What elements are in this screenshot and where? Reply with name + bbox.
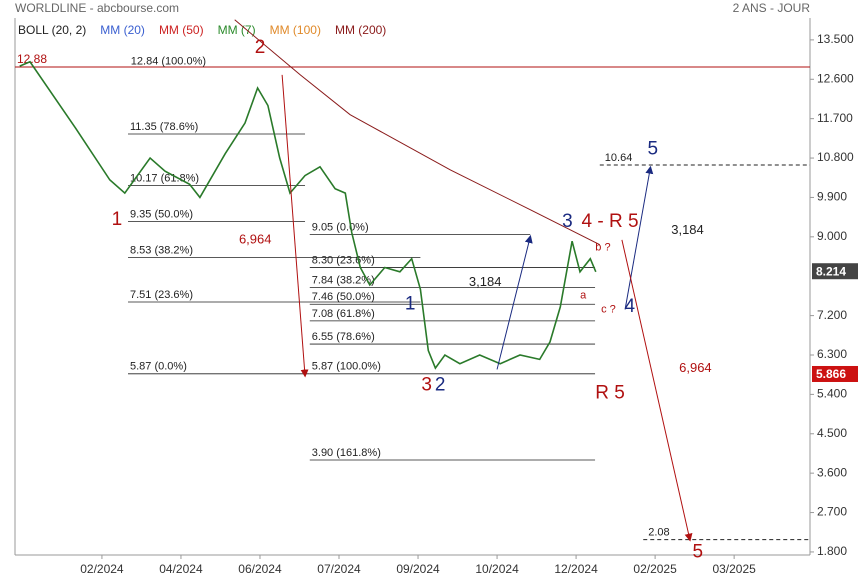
fib-label: 5.87 (0.0%) xyxy=(130,361,187,373)
wave-label: 1 xyxy=(112,209,123,230)
x-tick-label: 12/2024 xyxy=(554,562,598,576)
x-tick-label: 02/2024 xyxy=(80,562,124,576)
wave-label: 4 xyxy=(625,296,636,317)
y-tick-label: 5.400 xyxy=(817,387,847,401)
wave-label: 2 xyxy=(435,375,446,396)
fib-label: 3.90 (161.8%) xyxy=(312,447,381,459)
y-tick-label: 1.800 xyxy=(817,544,847,558)
price-line xyxy=(234,19,601,246)
price-tag-label: 5.866 xyxy=(816,367,846,381)
y-tick-label: 2.700 xyxy=(817,505,847,519)
target-label: 10.64 xyxy=(605,152,633,164)
y-tick-label: 6.300 xyxy=(817,347,847,361)
y-tick-label: 10.800 xyxy=(817,150,854,164)
fib-label: 7.46 (50.0%) xyxy=(312,291,375,303)
wave-label: 6,964 xyxy=(679,360,712,375)
fib-label: 5.87 (100.0%) xyxy=(312,361,381,373)
arrow xyxy=(281,74,309,378)
wave-label: c ? xyxy=(601,303,616,315)
fib-label: 8.53 (38.2%) xyxy=(130,244,193,256)
x-tick-label: 07/2024 xyxy=(317,562,361,576)
fib-label: 11.35 (78.6%) xyxy=(130,121,198,133)
y-tick-label: 7.200 xyxy=(817,308,847,322)
price-line xyxy=(19,60,597,370)
y-tick-label: 9.000 xyxy=(817,229,847,243)
legend-item: MM (100) xyxy=(270,23,321,37)
y-tick-label: 12.600 xyxy=(817,71,854,85)
chart-subtitle: 2 ANS - JOUR xyxy=(733,1,811,15)
wave-label: 3 xyxy=(421,375,432,396)
fib-label: 8.30 (23.6%) xyxy=(312,254,375,266)
legend-item: MM (50) xyxy=(159,23,204,37)
arrow xyxy=(496,234,533,370)
wave-label: R 5 xyxy=(595,383,625,404)
fib-label: 7.08 (61.8%) xyxy=(312,308,375,320)
fib-label: 10.17 (61.8%) xyxy=(130,173,199,185)
chart-title: WORLDLINE - abcbourse.com xyxy=(15,1,179,15)
y-tick-label: 13.500 xyxy=(817,32,854,46)
y-tick-label: 4.500 xyxy=(817,426,847,440)
wave-label: 4 - R 5 xyxy=(582,211,639,232)
x-tick-label: 06/2024 xyxy=(238,562,282,576)
y-tick-label: 9.900 xyxy=(817,190,847,204)
resistance-label: 12.88 xyxy=(17,52,47,66)
price-tag-label: 8.214 xyxy=(816,264,846,278)
y-tick-label: 11.700 xyxy=(817,111,853,125)
wave-label: 3,184 xyxy=(469,274,502,289)
y-tick-label: 3.600 xyxy=(817,465,847,479)
wave-label: b ? xyxy=(595,242,610,254)
x-tick-label: 03/2025 xyxy=(712,562,756,576)
price-tag xyxy=(812,365,858,382)
legend-item: MM (20) xyxy=(100,23,145,37)
fib-label: 12.84 (100.0%) xyxy=(131,56,206,68)
fib-label: 9.05 (0.0%) xyxy=(312,222,369,234)
wave-label: 1 xyxy=(405,294,416,315)
wave-label: 3,184 xyxy=(671,222,704,237)
x-tick-label: 02/2025 xyxy=(633,562,677,576)
legend-item: MM (7) xyxy=(218,23,256,37)
fib-label: 9.35 (50.0%) xyxy=(130,208,193,220)
wave-label: 6,964 xyxy=(239,231,272,246)
x-tick-label: 10/2024 xyxy=(475,562,519,576)
arrow xyxy=(621,239,693,542)
wave-label: 5 xyxy=(647,139,658,160)
fib-label: 7.84 (38.2%) xyxy=(312,275,375,287)
legend-item: MM (200) xyxy=(335,23,386,37)
price-tag xyxy=(812,263,858,280)
target-label: 2.08 xyxy=(648,527,669,539)
x-tick-label: 09/2024 xyxy=(396,562,440,576)
wave-label: 2 xyxy=(255,37,266,58)
wave-label: a xyxy=(580,289,587,301)
fib-label: 7.51 (23.6%) xyxy=(130,289,193,301)
wave-label: 5 xyxy=(692,541,703,562)
fib-label: 6.55 (78.6%) xyxy=(312,331,375,343)
arrow xyxy=(624,165,654,310)
legend-item: BOLL (20, 2) xyxy=(18,23,86,37)
x-tick-label: 04/2024 xyxy=(159,562,203,576)
wave-label: 3 xyxy=(562,211,573,232)
